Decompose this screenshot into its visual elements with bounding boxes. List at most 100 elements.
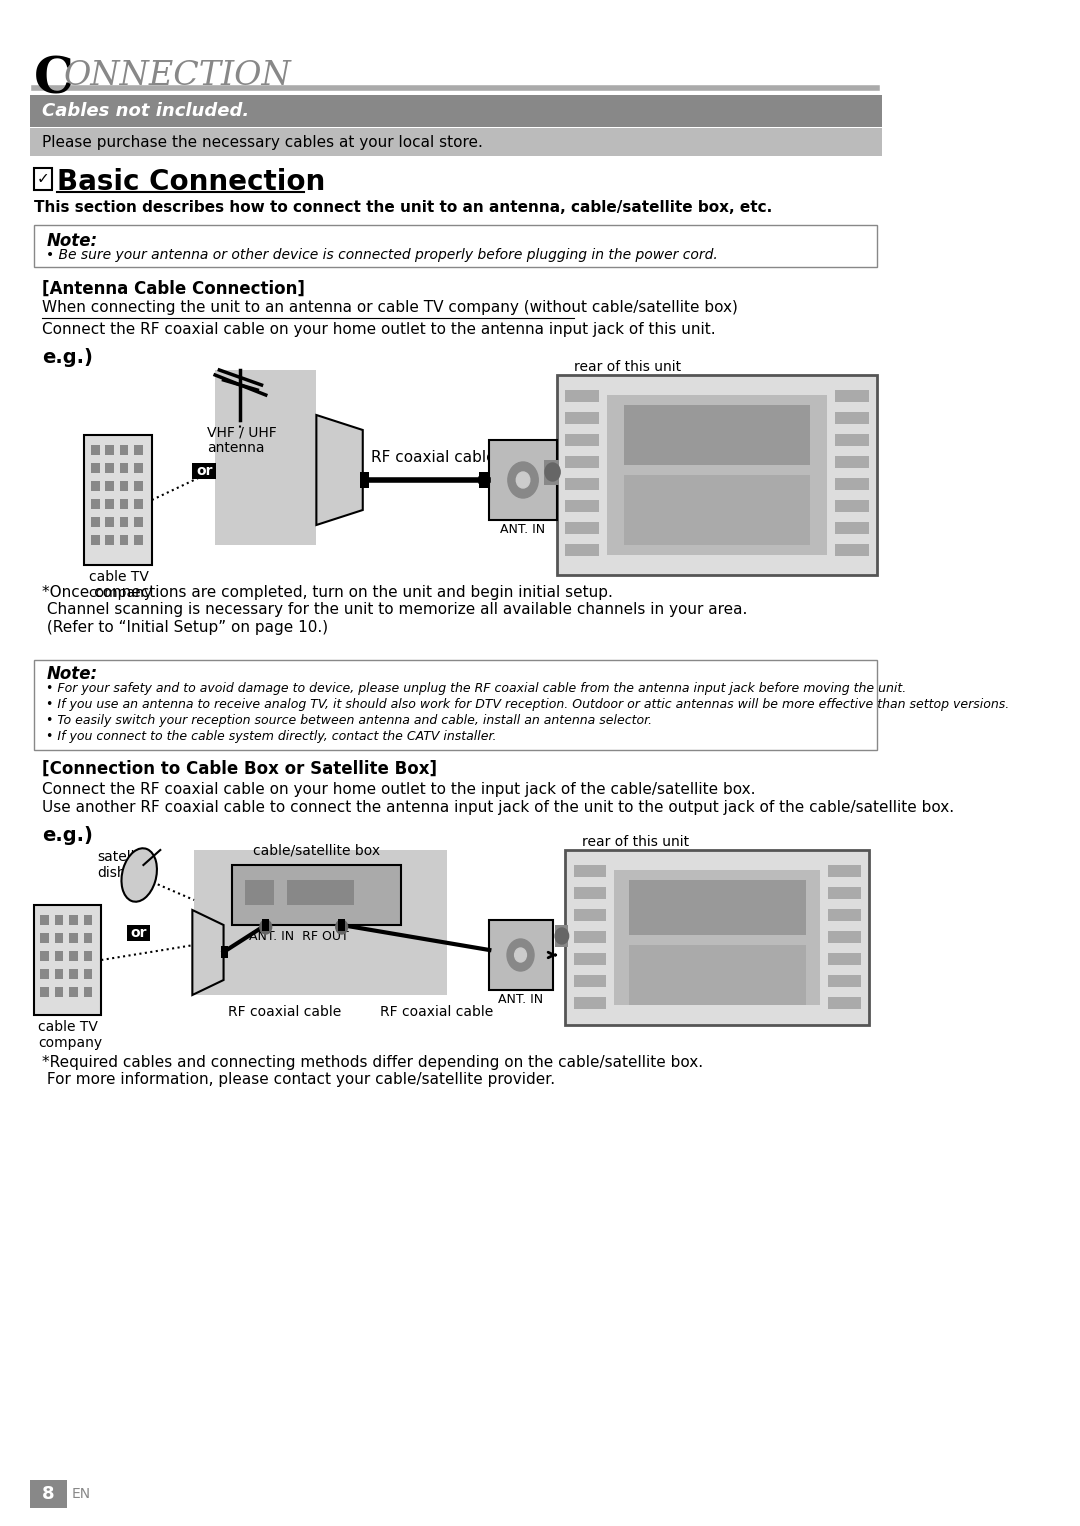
Text: This section describes how to connect the unit to an antenna, cable/satellite bo: This section describes how to connect th…	[33, 200, 772, 215]
Bar	[607, 395, 827, 555]
Bar	[221, 946, 228, 958]
Bar	[828, 975, 861, 987]
Bar	[287, 881, 354, 905]
Bar	[69, 951, 78, 961]
Bar	[134, 481, 143, 491]
Text: ONNECTION: ONNECTION	[64, 60, 292, 92]
Text: Connect the RF coaxial cable on your home outlet to the antenna input jack of th: Connect the RF coaxial cable on your hom…	[42, 322, 716, 337]
Bar	[573, 865, 606, 877]
Text: • If you use an antenna to receive analog TV, it should also work for DTV recept: • If you use an antenna to receive analo…	[46, 697, 1010, 711]
Bar	[565, 850, 869, 1025]
Bar	[192, 462, 216, 479]
Bar	[55, 951, 64, 961]
Text: RF coaxial cable: RF coaxial cable	[228, 1006, 341, 1019]
Bar	[40, 987, 49, 996]
Bar	[120, 481, 129, 491]
Bar	[565, 501, 599, 513]
Bar	[835, 478, 869, 490]
Bar	[232, 865, 401, 925]
Bar	[91, 481, 99, 491]
Bar	[835, 433, 869, 446]
Bar	[69, 916, 78, 925]
Text: RF coaxial cable: RF coaxial cable	[380, 1006, 492, 1019]
Bar	[489, 920, 553, 990]
Text: or: or	[130, 926, 147, 940]
Text: Basic Connection: Basic Connection	[57, 168, 325, 195]
Bar	[565, 456, 599, 468]
Bar	[565, 850, 869, 1025]
Bar	[120, 446, 129, 455]
Bar	[232, 865, 401, 925]
Bar	[134, 517, 143, 526]
Bar	[828, 931, 861, 943]
Bar	[573, 975, 606, 987]
Bar	[835, 456, 869, 468]
Bar	[40, 916, 49, 925]
Text: [Connection to Cable Box or Satellite Box]: [Connection to Cable Box or Satellite Bo…	[42, 760, 437, 778]
Bar	[29, 1480, 67, 1508]
Circle shape	[516, 472, 530, 488]
Bar	[55, 987, 64, 996]
Bar	[106, 517, 113, 526]
Text: Cables not included.: Cables not included.	[42, 102, 249, 121]
Bar	[565, 433, 599, 446]
Bar	[134, 462, 143, 473]
Bar	[573, 954, 606, 964]
Bar	[134, 446, 143, 455]
Bar	[120, 462, 129, 473]
Text: e.g.): e.g.)	[42, 826, 93, 845]
Ellipse shape	[121, 848, 157, 902]
Circle shape	[514, 948, 526, 961]
Bar	[624, 475, 810, 545]
Bar	[624, 404, 810, 465]
Bar	[120, 536, 129, 545]
Bar	[106, 536, 113, 545]
Bar	[106, 446, 113, 455]
Bar	[565, 412, 599, 424]
Bar	[615, 870, 820, 1006]
Text: Connect the RF coaxial cable on your home outlet to the input jack of the cable/: Connect the RF coaxial cable on your hom…	[42, 781, 756, 797]
Text: ANT. IN: ANT. IN	[498, 993, 543, 1006]
Bar	[91, 536, 99, 545]
Circle shape	[260, 920, 272, 934]
Bar	[33, 661, 877, 749]
Bar	[69, 932, 78, 943]
Bar	[120, 517, 129, 526]
Bar	[828, 996, 861, 1009]
Bar	[55, 932, 64, 943]
Bar	[40, 951, 49, 961]
Bar	[84, 435, 152, 565]
Circle shape	[555, 928, 568, 945]
Bar	[489, 920, 553, 990]
Bar	[555, 925, 568, 948]
Bar	[835, 412, 869, 424]
Bar	[565, 391, 599, 401]
Bar	[489, 439, 557, 520]
Bar	[557, 375, 877, 575]
Text: *Once connections are completed, turn on the unit and begin initial setup.
 Chan: *Once connections are completed, turn on…	[42, 584, 747, 635]
Bar	[40, 932, 49, 943]
Bar	[573, 931, 606, 943]
Circle shape	[507, 938, 534, 971]
Text: cable/satellite box: cable/satellite box	[253, 842, 380, 858]
Bar	[480, 472, 488, 488]
Bar	[573, 887, 606, 899]
Bar	[40, 969, 49, 980]
Text: ✓: ✓	[37, 171, 50, 186]
Bar	[489, 439, 557, 520]
Bar	[828, 865, 861, 877]
Text: Note:: Note:	[46, 232, 97, 250]
Bar	[134, 499, 143, 510]
Bar	[83, 987, 92, 996]
Bar	[828, 954, 861, 964]
Bar	[69, 987, 78, 996]
Bar	[828, 909, 861, 922]
Bar	[91, 446, 99, 455]
Bar	[629, 945, 806, 1006]
Bar	[338, 919, 345, 931]
Text: • If you connect to the cable system directly, contact the CATV installer.: • If you connect to the cable system dir…	[46, 729, 497, 743]
Text: • Be sure your antenna or other device is connected properly before plugging in : • Be sure your antenna or other device i…	[46, 249, 718, 262]
Bar	[828, 887, 861, 899]
Bar	[120, 499, 129, 510]
Text: C: C	[33, 55, 73, 104]
